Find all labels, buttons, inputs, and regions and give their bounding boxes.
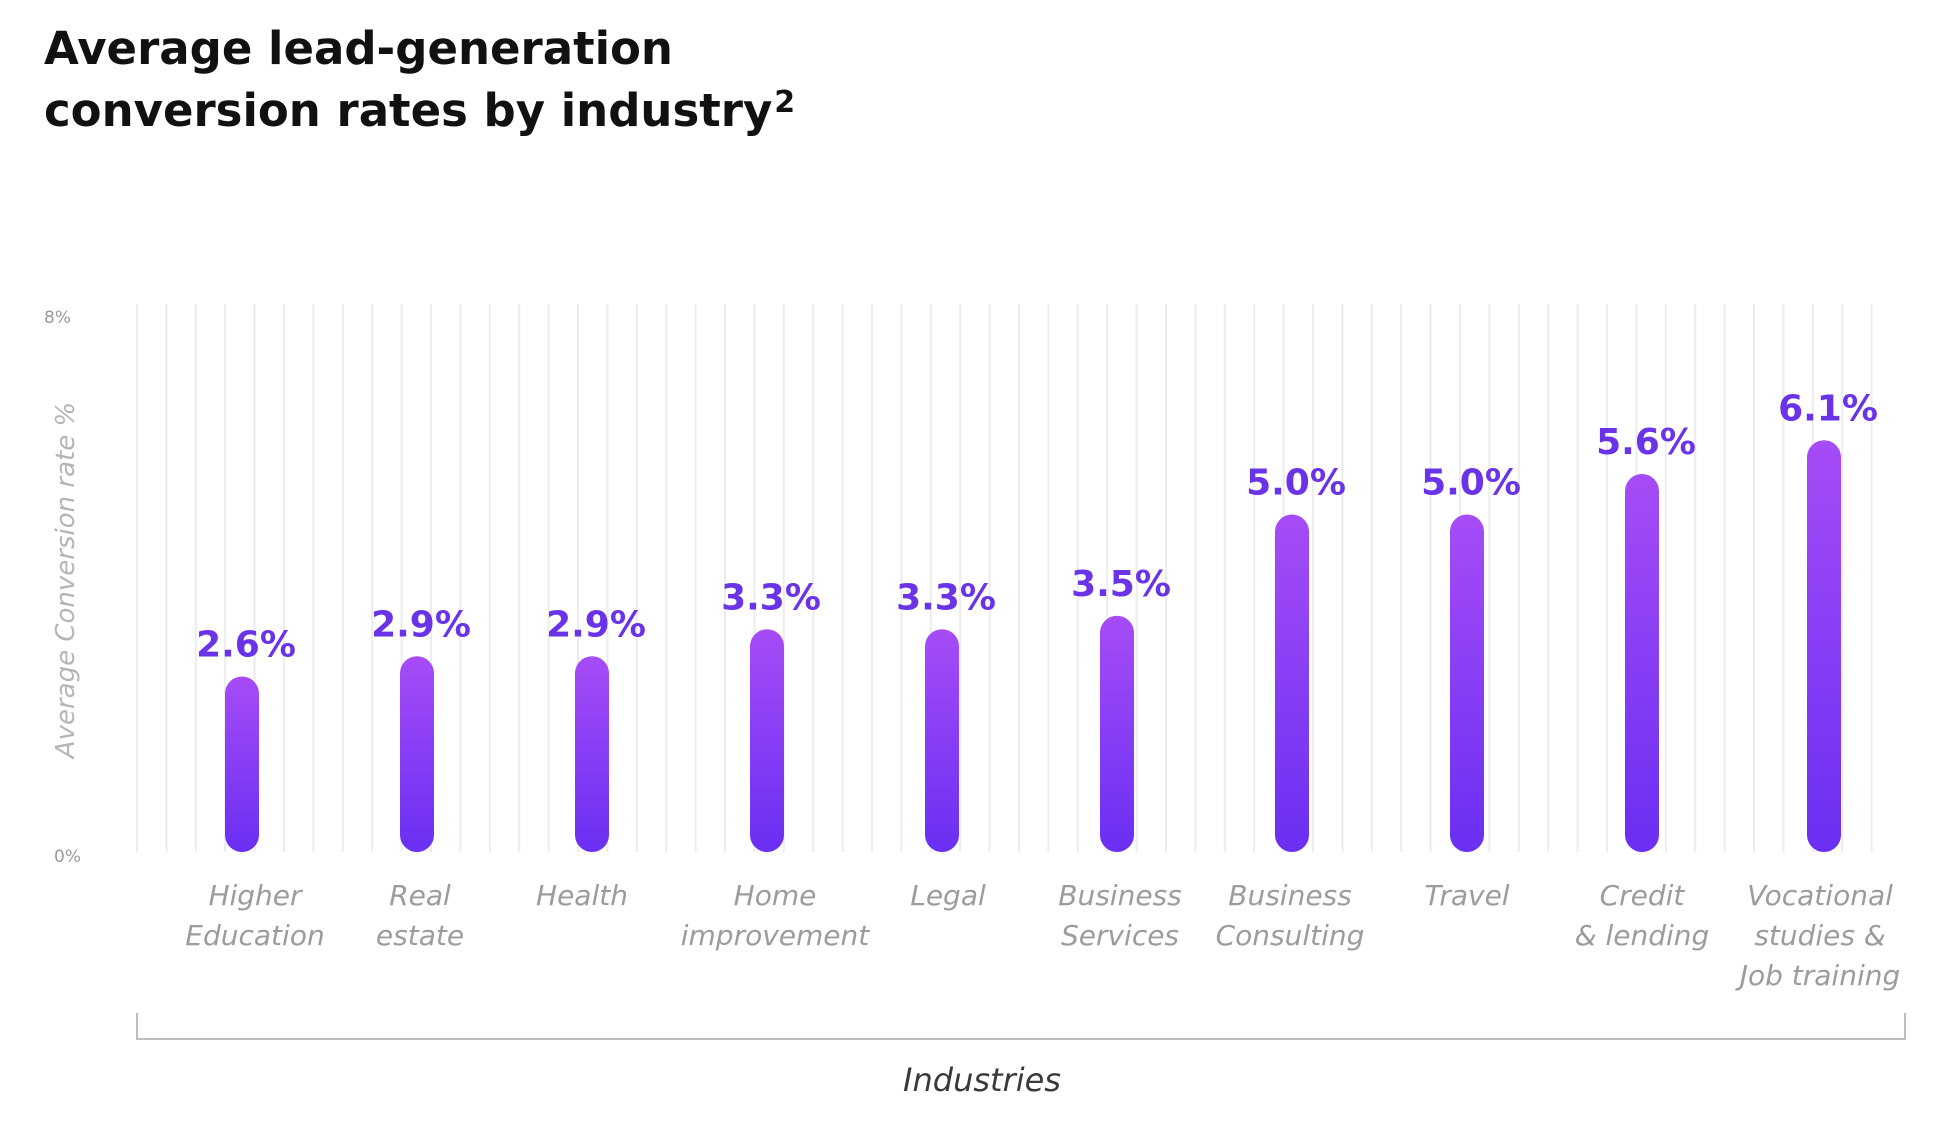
category-label: Legal <box>910 879 986 912</box>
category-label: Health <box>536 879 628 912</box>
bar <box>750 629 784 852</box>
bars <box>225 440 1841 852</box>
category-label: Real <box>389 879 451 912</box>
bar <box>400 656 434 852</box>
category-label: Job training <box>1735 959 1901 992</box>
bar <box>1807 440 1841 852</box>
value-label: 3.3% <box>721 577 821 618</box>
category-labels: Higher Education Real estate Health Home impro… <box>185 879 1900 992</box>
value-label: 2.6% <box>196 625 296 666</box>
chart-title-line-2: conversion rates by industry2 <box>44 80 795 142</box>
category-label: Credit <box>1600 879 1686 912</box>
bar <box>1450 514 1484 852</box>
bar <box>1275 514 1309 852</box>
value-label: 3.5% <box>1071 564 1171 605</box>
value-label: 3.3% <box>896 577 996 618</box>
value-label: 5.0% <box>1246 463 1346 504</box>
footnote-marker: 2 <box>774 85 796 120</box>
x-axis-bracket <box>136 1013 1906 1040</box>
gridlines <box>136 304 1873 852</box>
y-axis-label: Average Conversion rate % <box>51 402 81 760</box>
category-label: Business <box>1228 879 1351 912</box>
value-label: 5.6% <box>1596 422 1696 463</box>
category-label: & lending <box>1575 919 1710 952</box>
bar <box>1625 474 1659 852</box>
category-label: Education <box>185 919 324 952</box>
category-label: Services <box>1061 919 1179 952</box>
chart-title-line-1: Average lead-generation <box>44 22 673 75</box>
bar <box>225 676 259 852</box>
y-axis: 8% 0% Average Conversion rate % <box>44 308 81 867</box>
y-tick-max: 8% <box>44 308 71 328</box>
category-label: Vocational <box>1747 879 1893 912</box>
category-label: Travel <box>1424 879 1509 912</box>
value-labels: 2.6% 2.9% 2.9% 3.3% 3.3% 3.5% 5.0% 5.0% 5.6% 6.1% <box>196 388 1878 665</box>
value-label: 5.0% <box>1421 463 1521 504</box>
category-label: Home <box>734 879 817 912</box>
category-label: Business <box>1058 879 1181 912</box>
bar <box>925 629 959 852</box>
category-label: estate <box>376 919 464 952</box>
chart-title: Average lead-generation conversion rates… <box>44 18 795 142</box>
bar <box>575 656 609 852</box>
bar <box>1100 615 1134 852</box>
value-label: 2.9% <box>546 604 646 645</box>
category-label: studies & <box>1754 919 1885 952</box>
x-axis: Industries <box>136 1013 1906 1099</box>
category-label: improvement <box>681 919 871 952</box>
category-label: Consulting <box>1216 919 1365 952</box>
category-label: Higher <box>208 879 303 912</box>
chart-title-line-2-text: conversion rates by industry <box>44 84 773 137</box>
value-label: 6.1% <box>1778 388 1878 429</box>
x-axis-label: Industries <box>903 1061 1061 1099</box>
y-tick-min: 0% <box>54 847 81 867</box>
value-label: 2.9% <box>371 604 471 645</box>
